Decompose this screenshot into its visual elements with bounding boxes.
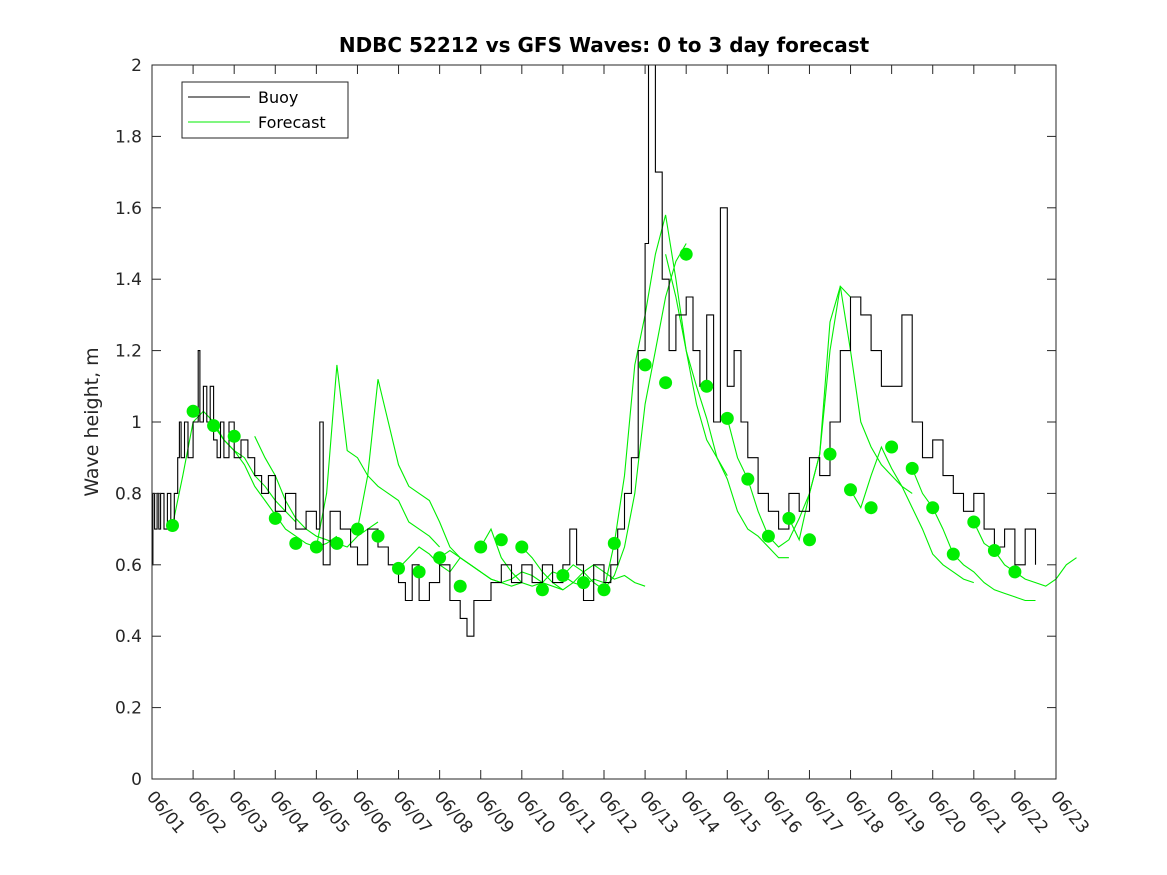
- y-tick-label: 0: [131, 770, 142, 790]
- forecast-marker: [474, 540, 488, 554]
- y-axis-label: Wave height, m: [81, 347, 103, 496]
- forecast-marker: [720, 411, 734, 425]
- forecast-marker: [597, 583, 611, 597]
- forecast-marker: [926, 501, 940, 515]
- chart-title: NDBC 52212 vs GFS Waves: 0 to 3 day fore…: [339, 33, 870, 57]
- forecast-marker: [946, 547, 960, 561]
- legend: Buoy Forecast: [181, 81, 349, 139]
- forecast-markers: [166, 247, 1022, 597]
- forecast-marker: [309, 540, 323, 554]
- forecast-marker: [392, 561, 405, 575]
- forecast-marker: [577, 576, 590, 590]
- forecast-marker: [987, 544, 1001, 557]
- legend-forecast-label: Forecast: [258, 113, 326, 132]
- forecast-marker: [186, 404, 200, 418]
- plot-area: [151, 64, 1077, 780]
- forecast-marker: [679, 247, 693, 261]
- forecast-run-line-12: [665, 254, 789, 559]
- forecast-marker: [967, 515, 981, 529]
- forecast-marker: [638, 358, 652, 372]
- y-tick-label: 0.6: [115, 556, 142, 576]
- legend-box: [181, 81, 349, 139]
- y-axis: 0 0.2 0.4 0.6 0.8 1 1.2 1.4 1.6 1.8 2: [115, 56, 1056, 790]
- forecast-marker: [905, 461, 919, 475]
- y-tick-label: 1.6: [115, 199, 142, 219]
- forecast-marker: [453, 579, 467, 593]
- forecast-run-line-4: [315, 364, 440, 548]
- forecast-marker: [864, 501, 878, 515]
- y-tick-label: 1.2: [115, 342, 142, 362]
- legend-buoy-label: Buoy: [258, 88, 298, 107]
- forecast-marker: [741, 472, 755, 486]
- y-tick-label: 1.4: [115, 270, 142, 290]
- forecast-marker: [351, 522, 364, 536]
- forecast-marker: [268, 511, 282, 525]
- forecast-marker: [166, 519, 179, 532]
- forecast-marker: [885, 440, 899, 454]
- forecast-marker: [289, 536, 303, 550]
- forecast-marker: [330, 536, 344, 550]
- plot-background: [152, 65, 1056, 779]
- forecast-marker: [494, 533, 508, 547]
- forecast-marker: [515, 540, 529, 554]
- y-tick-label: 0.8: [115, 484, 142, 504]
- y-tick-label: 1.8: [115, 127, 142, 147]
- forecast-marker: [207, 419, 221, 433]
- forecast-marker: [535, 583, 549, 597]
- forecast-marker: [761, 529, 775, 543]
- forecast-marker: [607, 536, 621, 550]
- forecast-marker: [803, 533, 816, 547]
- forecast-run-line-15: [850, 445, 974, 584]
- forecast-marker: [844, 483, 857, 497]
- forecast-marker: [556, 569, 570, 582]
- forecast-marker: [823, 447, 837, 461]
- y-tick-label: 2: [131, 56, 142, 76]
- y-tick-label: 1: [131, 413, 142, 433]
- forecast-marker: [782, 511, 796, 525]
- y-tick-label: 0.2: [115, 699, 142, 719]
- forecast-marker: [227, 429, 241, 443]
- y-tick-label: 0.4: [115, 627, 142, 647]
- forecast-marker: [700, 379, 714, 393]
- forecast-marker: [659, 376, 673, 390]
- forecast-marker: [433, 551, 447, 565]
- forecast-run-line-11: [603, 214, 728, 590]
- forecast-marker: [371, 529, 385, 543]
- forecast-marker: [412, 565, 426, 579]
- forecast-marker: [1008, 565, 1022, 579]
